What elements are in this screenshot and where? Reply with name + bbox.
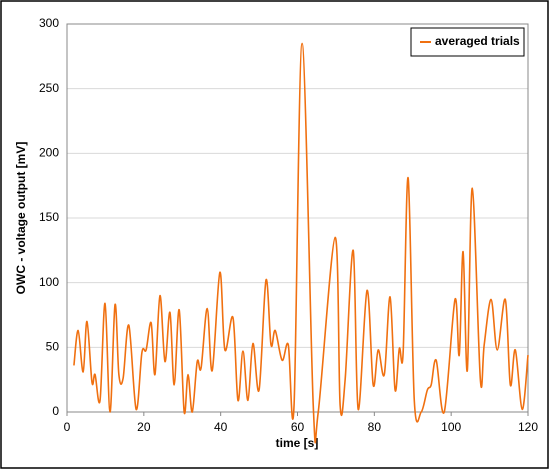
x-tick-label: 40 <box>214 420 228 434</box>
y-tick-label: 50 <box>46 340 60 354</box>
x-tick-label: 80 <box>368 420 382 434</box>
y-tick-label: 200 <box>39 146 59 160</box>
x-tick-label: 100 <box>441 420 461 434</box>
plot-border <box>66 23 529 413</box>
x-axis-label: time [s] <box>276 436 319 450</box>
x-tick-label: 20 <box>137 420 151 434</box>
y-axis-label: OWC - voltage output [mV] <box>14 142 28 295</box>
y-tick-label: 0 <box>52 404 59 418</box>
y-tick-label: 250 <box>39 81 59 95</box>
y-tick-label: 300 <box>39 16 59 30</box>
data-line <box>73 42 529 444</box>
y-tick-label: 150 <box>39 210 59 224</box>
x-tick-label: 120 <box>518 420 538 434</box>
x-tick-label: 0 <box>64 420 71 434</box>
legend-label: averaged trials <box>435 34 520 48</box>
x-tick-label: 60 <box>291 420 305 434</box>
y-tick-label: 100 <box>39 275 59 289</box>
